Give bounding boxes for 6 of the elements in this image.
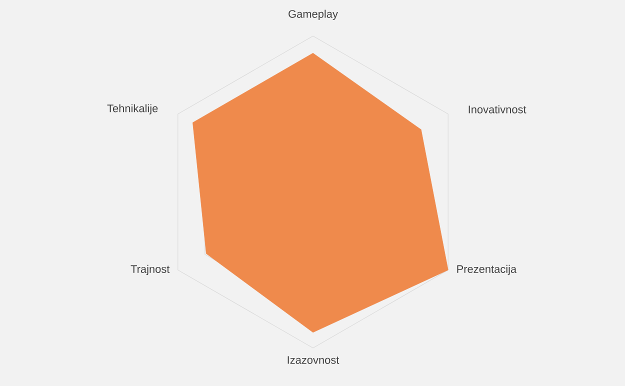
spoke-label: Inovativnost: [468, 105, 526, 114]
spoke-label: Izazovnost: [288, 356, 340, 364]
spoke-label: Prezentacija: [457, 264, 517, 276]
spoke-label: Trajnost: [130, 264, 170, 276]
spoke-label: Gameplay: [288, 10, 338, 20]
spoke-label: Tehnikalije: [107, 104, 158, 114]
